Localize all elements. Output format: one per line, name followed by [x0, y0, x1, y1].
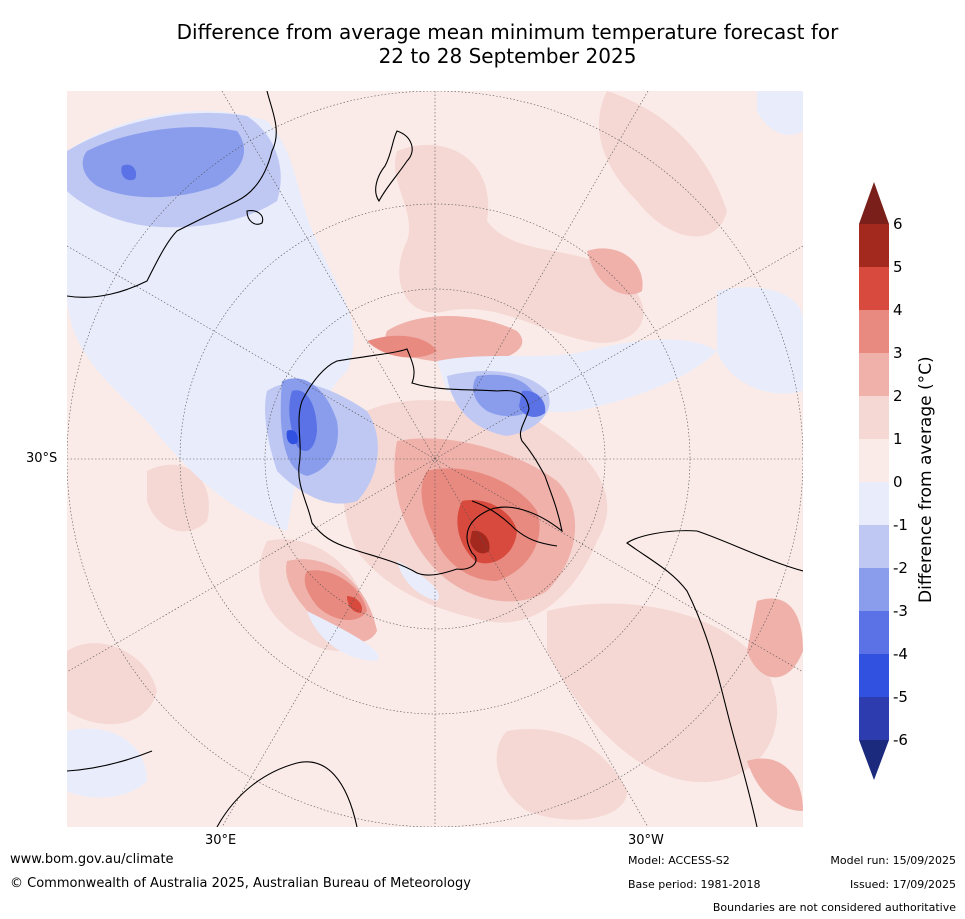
- colorbar-label: Difference from average (°C): [916, 356, 936, 603]
- colorbar-band: [859, 267, 889, 310]
- colorbar: [859, 182, 889, 780]
- graticule-circle-70s: [264, 288, 606, 630]
- positive-anomaly-5-6: [470, 530, 490, 554]
- colorbar-tick-label: 3: [893, 344, 903, 362]
- colorbar-band: [859, 697, 889, 740]
- colorbar-band: [859, 482, 889, 525]
- new-zealand-coastline: [375, 130, 413, 203]
- tasmania-coastline: [246, 210, 264, 225]
- colorbar-tick-label: 5: [893, 258, 903, 276]
- colorbar-tick-label: 2: [893, 387, 903, 405]
- colorbar-band: [859, 525, 889, 568]
- colorbar-band: [859, 396, 889, 439]
- colorbar-band: [859, 654, 889, 697]
- colorbar-band: [859, 439, 889, 482]
- colorbar-tick-label: 4: [893, 301, 903, 319]
- graticule: [67, 91, 803, 827]
- website-link[interactable]: www.bom.gov.au/climate: [10, 852, 174, 867]
- south-america-coastline: [626, 530, 803, 827]
- base-period-text: Base period: 1981-2018: [628, 878, 761, 891]
- chart-title-line-1: Difference from average mean minimum tem…: [176, 20, 839, 44]
- disclaimer-text: Boundaries are not considered authoritat…: [712, 901, 956, 914]
- colorbar-tick-label: -5: [893, 688, 908, 706]
- colorbar-band: [859, 224, 889, 267]
- colorbar-band: [859, 568, 889, 611]
- colorbar-extend-max: [859, 182, 889, 224]
- southern-africa-coastline: [216, 761, 358, 827]
- model-run-text: Model run: 15/09/2025: [830, 854, 956, 867]
- colorbar-extend-min: [859, 740, 889, 780]
- antarctic-peninsula-coastline: [471, 500, 558, 547]
- colorbar-band: [859, 353, 889, 396]
- issued-text: Issued: 17/09/2025: [849, 878, 956, 891]
- australia-coastline: [67, 91, 277, 298]
- colorbar-tick-label: -2: [893, 559, 908, 577]
- model-text: Model: ACCESS-S2: [628, 854, 730, 867]
- polar-map: [67, 91, 803, 827]
- colorbar-tick-label: -4: [893, 645, 908, 663]
- lon-label-30e: 30°E: [205, 833, 237, 848]
- colorbar-tick-label: 6: [893, 215, 903, 233]
- colorbar-tick-label: -6: [893, 731, 908, 749]
- chart-title: Difference from average mean minimum tem…: [60, 20, 955, 68]
- colorbar-tick-label: 1: [893, 430, 903, 448]
- colorbar-tick-label: 0: [893, 473, 903, 491]
- copyright-text: © Commonwealth of Australia 2025, Austra…: [10, 876, 471, 891]
- lon-label-30w: 30°W: [628, 833, 664, 848]
- colorbar-tick-label: -3: [893, 602, 908, 620]
- polar-map-svg: [67, 91, 803, 827]
- negative-anomaly-4-5: [286, 430, 298, 445]
- positive-anomaly-4-5: [347, 500, 517, 613]
- colorbar-tick-label: -1: [893, 516, 908, 534]
- africa-coastline: [67, 750, 153, 772]
- chart-title-line-2: 22 to 28 September 2025: [378, 44, 637, 68]
- lat-label-30s: 30°S: [26, 451, 58, 466]
- colorbar-band: [859, 611, 889, 654]
- coastlines: [67, 91, 803, 827]
- colorbar-band: [859, 310, 889, 353]
